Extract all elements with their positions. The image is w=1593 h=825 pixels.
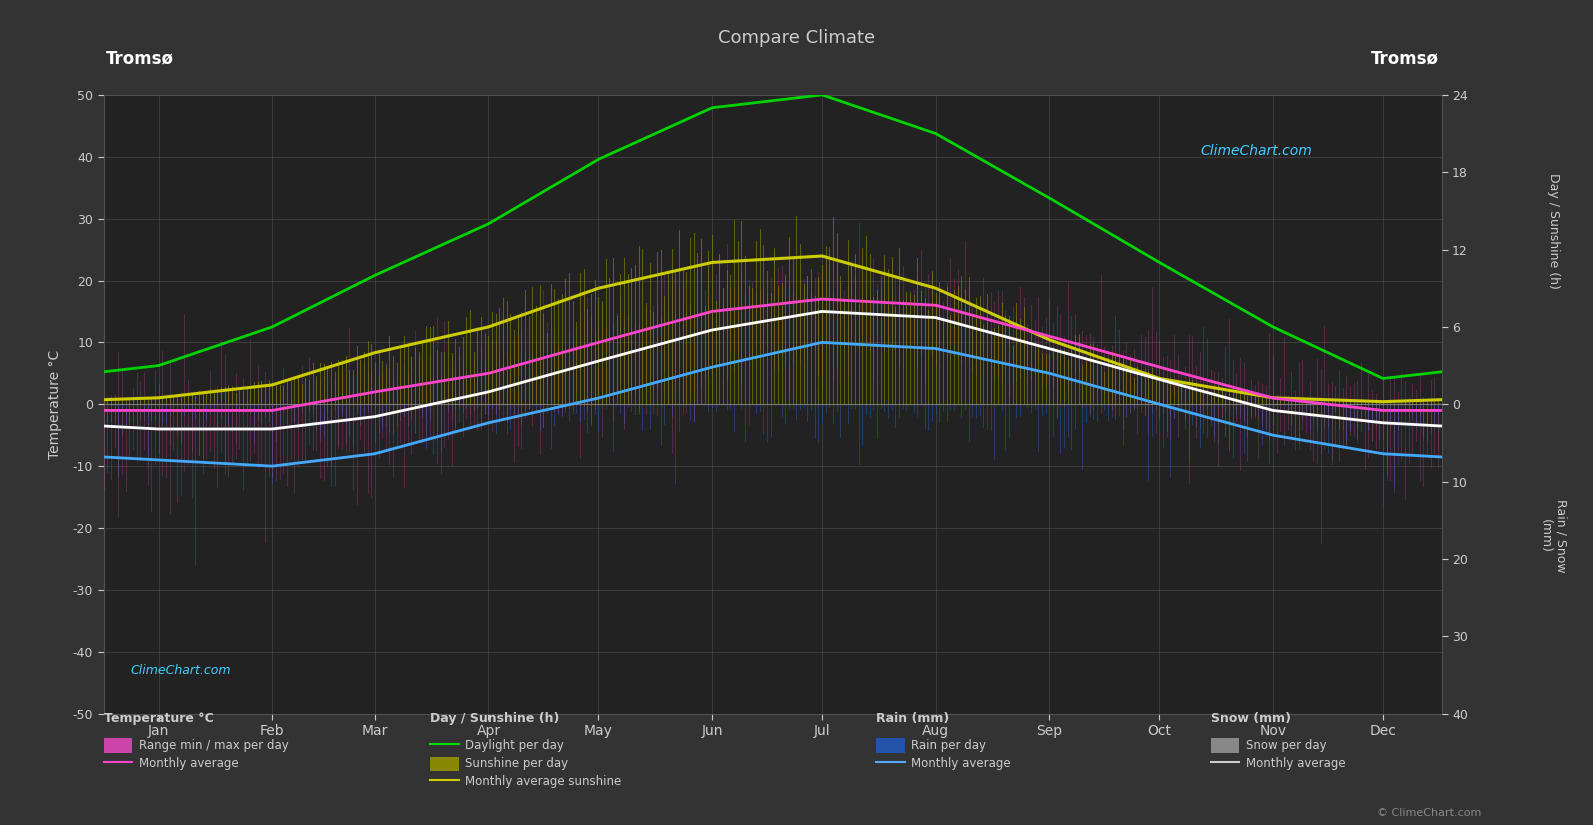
Text: Day / Sunshine (h): Day / Sunshine (h) bbox=[1547, 173, 1560, 289]
Text: Daylight per day: Daylight per day bbox=[465, 739, 564, 752]
Text: Monthly average sunshine: Monthly average sunshine bbox=[465, 775, 621, 788]
Text: ClimeChart.com: ClimeChart.com bbox=[1201, 144, 1313, 158]
Text: Rain (mm): Rain (mm) bbox=[876, 712, 949, 725]
Text: Temperature °C: Temperature °C bbox=[104, 712, 213, 725]
Text: Snow per day: Snow per day bbox=[1246, 739, 1327, 752]
Text: Rain per day: Rain per day bbox=[911, 739, 986, 752]
Text: ClimeChart.com: ClimeChart.com bbox=[131, 663, 231, 676]
Text: Range min / max per day: Range min / max per day bbox=[139, 739, 288, 752]
Text: © ClimeChart.com: © ClimeChart.com bbox=[1376, 808, 1481, 818]
Y-axis label: Temperature °C: Temperature °C bbox=[48, 350, 62, 459]
Text: Sunshine per day: Sunshine per day bbox=[465, 757, 569, 771]
Text: Tromsø: Tromsø bbox=[1372, 49, 1438, 67]
Text: Monthly average: Monthly average bbox=[911, 757, 1012, 771]
Text: Snow (mm): Snow (mm) bbox=[1211, 712, 1290, 725]
Text: Monthly average: Monthly average bbox=[139, 757, 239, 771]
Text: Monthly average: Monthly average bbox=[1246, 757, 1346, 771]
Text: Compare Climate: Compare Climate bbox=[718, 29, 875, 47]
Text: Day / Sunshine (h): Day / Sunshine (h) bbox=[430, 712, 559, 725]
Text: Rain / Snow
(mm): Rain / Snow (mm) bbox=[1539, 499, 1568, 573]
Text: Tromsø: Tromsø bbox=[107, 49, 174, 67]
